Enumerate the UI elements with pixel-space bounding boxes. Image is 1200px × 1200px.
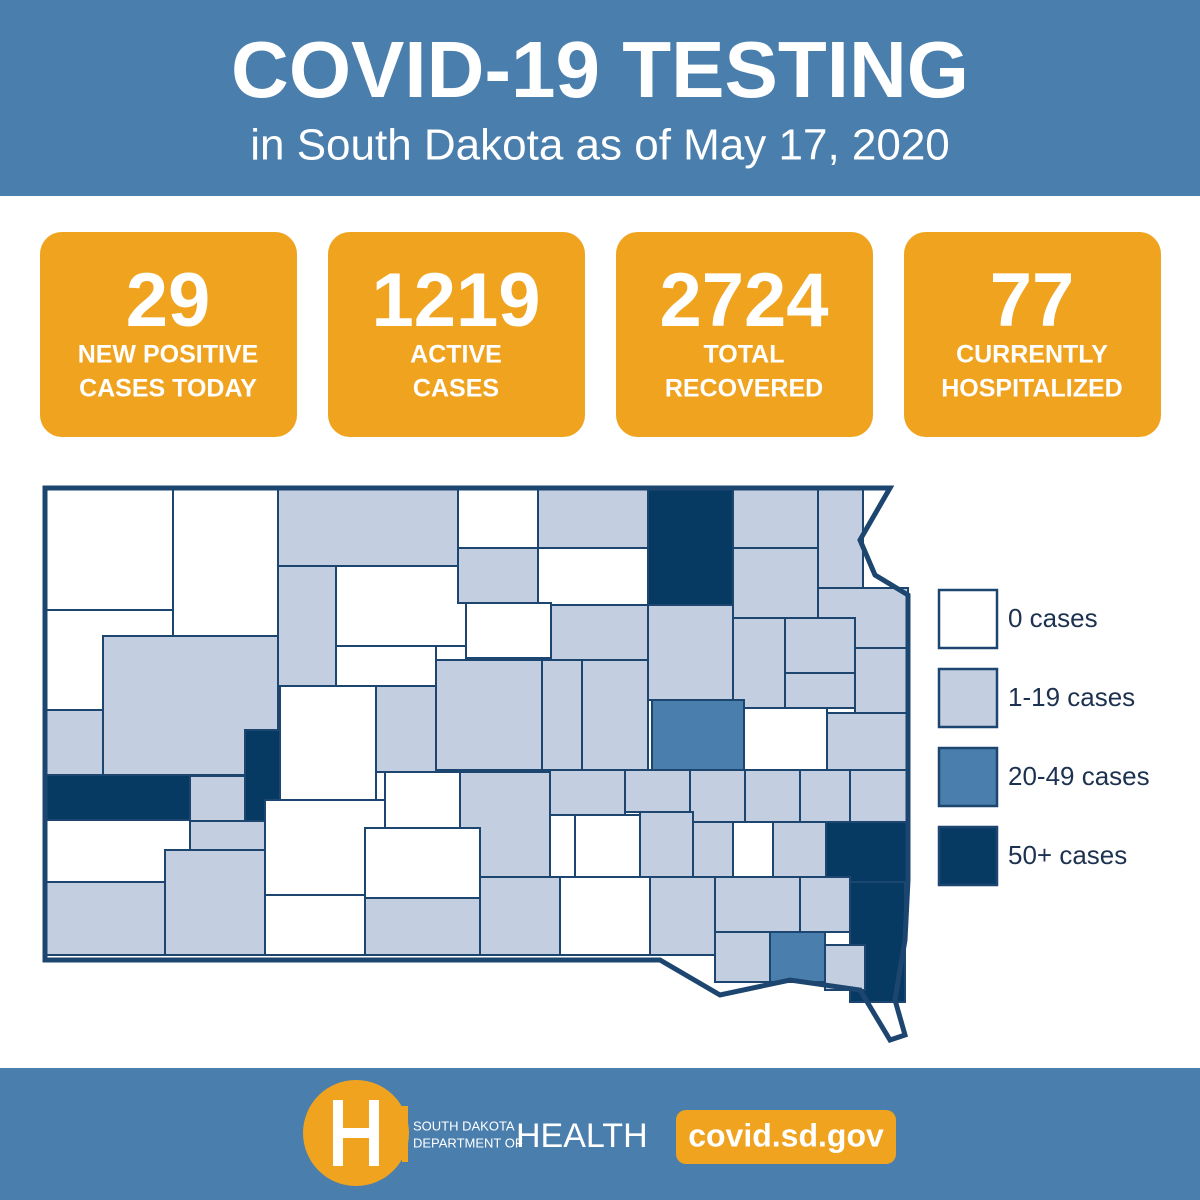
stat-label: TOTAL: [703, 341, 784, 369]
legend: 0 cases 1-19 cases 20-49 cases 50+ cases: [937, 588, 1150, 887]
legend-swatch: [937, 667, 999, 729]
stat-card: [904, 232, 1161, 437]
county: [335, 645, 437, 687]
stat-label: ACTIVE: [410, 341, 502, 369]
legend-label: 50+ cases: [1008, 840, 1127, 870]
stat-card: [40, 232, 297, 437]
legend-swatch: [937, 588, 999, 650]
stat-value: 2724: [659, 258, 828, 343]
county: [549, 769, 626, 816]
org-line: DEPARTMENT OF: [413, 1135, 523, 1150]
legend-swatch: [937, 825, 999, 887]
county: [537, 547, 649, 606]
subtitle: in South Dakota as of May 17, 2020: [250, 121, 950, 170]
stat-label: CASES: [413, 375, 499, 403]
county: [689, 769, 746, 823]
county: [849, 769, 909, 823]
county: [651, 699, 745, 771]
county: [164, 849, 266, 956]
county: [279, 685, 377, 801]
county: [732, 821, 774, 878]
county: [537, 487, 649, 549]
stat-value: 29: [126, 258, 211, 343]
county: [647, 487, 734, 606]
county: [457, 487, 539, 549]
county: [647, 604, 734, 701]
title: COVID-19 TESTING: [231, 25, 969, 114]
stat-label: HOSPITALIZED: [941, 375, 1122, 403]
county: [574, 814, 641, 878]
county: [550, 604, 649, 661]
county: [335, 565, 467, 647]
county: [743, 707, 828, 771]
county: [44, 881, 166, 956]
stat-label: NEW POSITIVE: [78, 341, 259, 369]
county: [172, 487, 279, 637]
county: [744, 769, 801, 823]
url-button[interactable]: [676, 1110, 896, 1164]
county: [44, 487, 174, 611]
legend-label: 1-19 cases: [1008, 682, 1135, 712]
legend-swatch: [937, 746, 999, 808]
county: [624, 769, 691, 813]
county: [479, 876, 561, 956]
county: [364, 897, 481, 956]
county: [772, 821, 827, 878]
county: [465, 602, 552, 659]
county: [799, 876, 851, 933]
county: [435, 659, 543, 771]
county: [649, 876, 716, 956]
county: [559, 876, 651, 956]
county: [364, 827, 481, 899]
county: [784, 617, 856, 674]
footer-band: [0, 1068, 1200, 1200]
county: [44, 709, 104, 776]
stat-card: [616, 232, 873, 437]
stat-value: 1219: [371, 258, 540, 343]
county: [714, 876, 801, 933]
county-map: [42, 485, 911, 1044]
county: [826, 712, 909, 771]
county: [277, 487, 459, 567]
county: [732, 617, 786, 709]
county: [817, 487, 864, 589]
header-band: [0, 0, 1200, 196]
county: [854, 647, 909, 714]
county: [769, 931, 826, 983]
url[interactable]: covid.sd.gov: [688, 1117, 884, 1153]
logo-bar: [402, 1106, 408, 1162]
county: [732, 547, 819, 619]
county: [784, 672, 856, 709]
county: [692, 821, 734, 878]
county: [541, 659, 583, 771]
stat-label: CURRENTLY: [956, 341, 1108, 369]
county: [714, 931, 771, 983]
county: [457, 547, 539, 604]
county: [799, 769, 851, 823]
county: [824, 944, 866, 991]
state-outline: [42, 485, 911, 1044]
county: [264, 894, 366, 956]
county: [732, 487, 819, 549]
county: [639, 811, 694, 878]
stat-card: [328, 232, 585, 437]
county: [189, 775, 246, 822]
legend-label: 0 cases: [1008, 603, 1098, 633]
legend-label: 20-49 cases: [1008, 761, 1150, 791]
county: [581, 659, 649, 771]
stat-value: 77: [990, 258, 1075, 343]
stat-label: CASES TODAY: [79, 375, 257, 403]
stat-label: RECOVERED: [665, 375, 823, 403]
org-line: SOUTH DAKOTA: [413, 1118, 515, 1133]
org-name: HEALTH: [516, 1117, 648, 1155]
county: [825, 821, 909, 883]
logo-h: [333, 1100, 379, 1166]
